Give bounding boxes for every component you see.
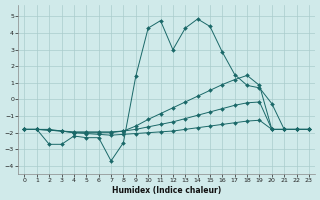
X-axis label: Humidex (Indice chaleur): Humidex (Indice chaleur) [112, 186, 221, 195]
